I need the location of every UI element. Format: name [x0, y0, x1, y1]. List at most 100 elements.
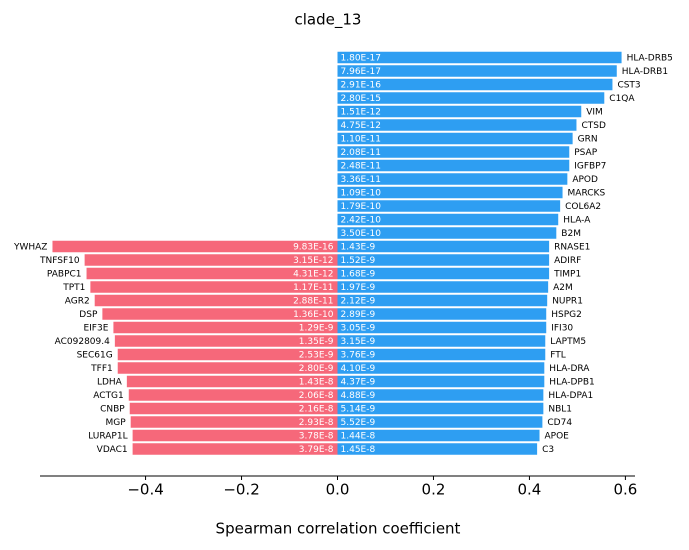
p-value-label: 2.80E-15	[341, 94, 381, 104]
gene-label: NBL1	[548, 405, 572, 415]
p-value-label: 1.45E-8	[341, 445, 376, 455]
bar	[132, 429, 338, 442]
gene-label: GRN	[578, 135, 598, 145]
gene-label: HLA-DRB1	[622, 67, 668, 77]
bar	[337, 335, 546, 347]
x-tick-label: 0.6	[613, 481, 637, 499]
gene-label: C3	[542, 445, 554, 455]
bar	[337, 200, 561, 212]
bar	[337, 321, 547, 334]
gene-label: YWHAZ	[13, 243, 48, 253]
gene-label: B2M	[561, 229, 581, 239]
gene-label: DSP	[79, 310, 98, 320]
gene-label: CD74	[547, 418, 572, 428]
p-value-label: 2.88E-11	[293, 297, 333, 307]
x-axis-label: Spearman correlation coefficient	[216, 520, 461, 538]
p-value-label: 1.52E-9	[341, 256, 376, 266]
p-value-label: 1.43E-8	[299, 378, 334, 388]
gene-label: AGR2	[65, 297, 90, 307]
bar	[337, 443, 538, 455]
p-value-label: 1.10E-11	[341, 135, 381, 145]
gene-label: MGP	[106, 418, 127, 428]
gene-label: COL6A2	[565, 202, 601, 212]
bar	[337, 402, 544, 415]
p-value-label: 2.53E-9	[299, 351, 334, 361]
bar	[52, 240, 338, 253]
gene-label: LURAP1L	[88, 432, 127, 442]
bar	[337, 65, 617, 77]
gene-label: C1QA	[609, 94, 635, 104]
bar	[90, 281, 338, 293]
x-tick-label: −0.2	[223, 481, 259, 499]
gene-label: LAPTM5	[550, 337, 586, 347]
bar	[94, 294, 338, 307]
gene-label: ACTG1	[93, 391, 123, 401]
p-value-label: 3.78E-8	[299, 432, 334, 442]
bar	[337, 281, 549, 293]
gene-label: CTSD	[581, 121, 605, 131]
bar	[337, 267, 550, 280]
p-value-label: 5.14E-9	[341, 405, 376, 415]
p-value-label: 1.44E-8	[341, 432, 376, 442]
p-value-label: 2.16E-8	[299, 405, 334, 415]
gene-label: ADIRF	[554, 256, 581, 266]
p-value-label: 5.52E-9	[341, 418, 376, 428]
gene-label: AC092809.4	[55, 337, 111, 347]
gene-label: TNFSF10	[39, 256, 80, 266]
gene-label: HLA-DRA	[549, 364, 590, 374]
p-value-label: 1.17E-11	[293, 283, 333, 293]
chart-title: clade_13	[295, 11, 362, 30]
p-value-label: 2.89E-9	[341, 310, 376, 320]
gene-label: APOD	[572, 175, 598, 185]
bar	[337, 159, 570, 172]
gene-label: VIM	[586, 108, 603, 118]
bar	[128, 389, 338, 401]
bar	[337, 146, 570, 158]
bar	[337, 389, 544, 401]
bar	[337, 92, 605, 104]
p-value-label: 1.29E-9	[299, 324, 334, 334]
p-value-label: 3.76E-9	[341, 351, 376, 361]
p-value-label: 3.79E-8	[299, 445, 334, 455]
gene-label: PABPC1	[47, 270, 82, 280]
bar	[114, 335, 338, 347]
p-value-label: 2.80E-9	[299, 364, 334, 374]
p-value-label: 4.31E-12	[293, 270, 333, 280]
p-value-label: 1.36E-10	[293, 310, 334, 320]
gene-label: LDHA	[97, 378, 123, 388]
bar	[337, 227, 557, 239]
p-value-label: 1.79E-10	[341, 202, 382, 212]
p-value-label: 2.12E-9	[341, 297, 376, 307]
gene-label: RNASE1	[554, 243, 590, 253]
gene-label: IGFBP7	[574, 162, 606, 172]
bar	[102, 308, 338, 320]
gene-label: HLA-DRB5	[627, 54, 673, 64]
p-value-label: 3.50E-10	[341, 229, 382, 239]
bar	[337, 416, 543, 428]
bar	[337, 429, 540, 442]
gene-label: A2M	[553, 283, 573, 293]
bar	[337, 375, 545, 388]
bar	[337, 173, 568, 185]
p-value-label: 2.48E-11	[341, 162, 381, 172]
bar	[337, 213, 559, 226]
bar	[113, 321, 338, 334]
gene-label: PSAP	[574, 148, 597, 158]
bar	[337, 348, 546, 361]
p-value-label: 1.68E-9	[341, 270, 376, 280]
p-value-label: 3.05E-9	[341, 324, 376, 334]
gene-label: TPT1	[62, 283, 85, 293]
bar	[84, 254, 338, 266]
x-tick-label: 0.4	[518, 481, 542, 499]
p-value-label: 2.06E-8	[299, 391, 334, 401]
p-value-label: 4.10E-9	[341, 364, 376, 374]
p-value-label: 1.43E-9	[341, 243, 376, 253]
p-value-label: 4.88E-9	[341, 391, 376, 401]
bar	[337, 51, 622, 64]
gene-label: APOE	[545, 432, 570, 442]
bar	[129, 402, 338, 415]
p-value-label: 2.08E-11	[341, 148, 381, 158]
p-value-label: 3.15E-12	[293, 256, 333, 266]
x-tick-label: −0.4	[127, 481, 163, 499]
